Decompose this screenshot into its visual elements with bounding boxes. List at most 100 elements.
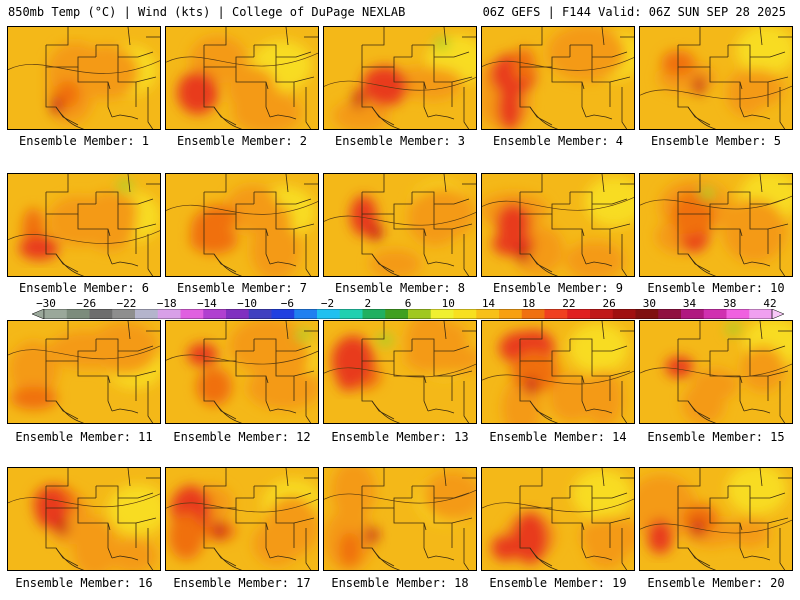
temperature-field xyxy=(166,321,319,424)
colorbar-swatch xyxy=(226,309,249,319)
temperature-field xyxy=(8,321,161,424)
colorbar-swatch xyxy=(567,309,590,319)
colorbar-tick: −22 xyxy=(111,297,141,310)
colorbar-swatch xyxy=(522,309,545,319)
ensemble-member-map xyxy=(165,26,319,130)
temperature-field xyxy=(482,468,635,571)
ensemble-member-map xyxy=(7,320,161,424)
ensemble-member-map xyxy=(639,173,793,277)
temperature-field xyxy=(482,321,635,424)
temperature-field xyxy=(324,27,477,130)
colorbar-tick: 38 xyxy=(715,297,745,310)
colorbar-low-arrow xyxy=(32,309,44,319)
ensemble-member-label: Ensemble Member: 10 xyxy=(637,281,795,295)
ensemble-member-label: Ensemble Member: 17 xyxy=(163,576,321,590)
colorbar-swatch xyxy=(90,309,113,319)
colorbar-swatch xyxy=(658,309,681,319)
colorbar-swatch xyxy=(112,309,135,319)
ensemble-member-label: Ensemble Member: 1 xyxy=(5,134,163,148)
colorbar-tick: 10 xyxy=(433,297,463,310)
ensemble-member-map xyxy=(7,26,161,130)
colorbar-swatch xyxy=(158,309,181,319)
colorbar-swatch xyxy=(44,309,67,319)
ensemble-member-map xyxy=(323,467,477,571)
ensemble-member-label: Ensemble Member: 6 xyxy=(5,281,163,295)
ensemble-member-map xyxy=(7,173,161,277)
ensemble-member-map xyxy=(323,320,477,424)
ensemble-member-map xyxy=(481,26,635,130)
temperature-field xyxy=(166,27,319,130)
temperature-field xyxy=(482,27,635,130)
ensemble-member-map xyxy=(7,467,161,571)
colorbar-swatch xyxy=(340,309,363,319)
temperature-field xyxy=(324,321,477,424)
ensemble-member-label: Ensemble Member: 5 xyxy=(637,134,795,148)
colorbar-swatch xyxy=(431,309,454,319)
map-title: 850mb Temp (°C) | Wind (kts) | College o… xyxy=(8,5,405,19)
ensemble-member-label: Ensemble Member: 9 xyxy=(479,281,637,295)
temperature-field xyxy=(8,174,161,277)
colorbar-high-arrow xyxy=(772,309,784,319)
colorbar-tick: −14 xyxy=(192,297,222,310)
colorbar-tick: 2 xyxy=(353,297,383,310)
colorbar-tick: 30 xyxy=(634,297,664,310)
ensemble-member-map xyxy=(639,26,793,130)
temperature-field xyxy=(8,468,161,571)
colorbar-swatch xyxy=(249,309,272,319)
ensemble-member-label: Ensemble Member: 14 xyxy=(479,430,637,444)
colorbar-swatch xyxy=(294,309,317,319)
colorbar-swatch xyxy=(499,309,522,319)
colorbar-tick: −2 xyxy=(313,297,343,310)
colorbar-swatch xyxy=(317,309,340,319)
colorbar-swatch xyxy=(727,309,750,319)
colorbar-tick: −10 xyxy=(232,297,262,310)
colorbar-swatch xyxy=(385,309,408,319)
temperature-field xyxy=(640,27,793,130)
colorbar-tick: −30 xyxy=(31,297,61,310)
colorbar-swatch xyxy=(636,309,659,319)
colorbar-swatch xyxy=(181,309,204,319)
colorbar-swatch xyxy=(454,309,477,319)
ensemble-member-label: Ensemble Member: 13 xyxy=(321,430,479,444)
temperature-field xyxy=(640,174,793,277)
ensemble-member-map xyxy=(165,173,319,277)
colorbar-swatch xyxy=(590,309,613,319)
colorbar-swatch xyxy=(613,309,636,319)
temperature-field xyxy=(640,321,793,424)
colorbar-tick: −18 xyxy=(152,297,182,310)
colorbar-tick: 22 xyxy=(554,297,584,310)
colorbar-tick: −26 xyxy=(71,297,101,310)
colorbar-tick: −6 xyxy=(272,297,302,310)
temperature-field xyxy=(166,174,319,277)
colorbar-swatch xyxy=(67,309,90,319)
ensemble-member-label: Ensemble Member: 18 xyxy=(321,576,479,590)
temperature-field xyxy=(166,468,319,571)
ensemble-member-label: Ensemble Member: 19 xyxy=(479,576,637,590)
ensemble-member-label: Ensemble Member: 12 xyxy=(163,430,321,444)
colorbar-swatch xyxy=(272,309,295,319)
colorbar-swatch xyxy=(704,309,727,319)
colorbar-swatch xyxy=(363,309,386,319)
ensemble-member-map xyxy=(639,467,793,571)
colorbar-swatch xyxy=(749,309,772,319)
colorbar-tick: 42 xyxy=(755,297,785,310)
colorbar-tick: 26 xyxy=(594,297,624,310)
ensemble-member-map xyxy=(481,467,635,571)
colorbar-tick: 6 xyxy=(393,297,423,310)
ensemble-member-map xyxy=(639,320,793,424)
ensemble-member-map xyxy=(481,173,635,277)
temperature-field xyxy=(324,468,477,571)
ensemble-member-label: Ensemble Member: 3 xyxy=(321,134,479,148)
ensemble-member-label: Ensemble Member: 2 xyxy=(163,134,321,148)
ensemble-member-map xyxy=(165,320,319,424)
ensemble-member-label: Ensemble Member: 4 xyxy=(479,134,637,148)
temperature-field xyxy=(640,468,793,571)
ensemble-member-label: Ensemble Member: 8 xyxy=(321,281,479,295)
ensemble-member-map xyxy=(165,467,319,571)
colorbar-tick: 14 xyxy=(473,297,503,310)
run-valid-time: 06Z GEFS | F144 Valid: 06Z SUN SEP 28 20… xyxy=(483,5,786,19)
ensemble-member-label: Ensemble Member: 20 xyxy=(637,576,795,590)
temperature-field xyxy=(8,27,161,130)
ensemble-member-label: Ensemble Member: 11 xyxy=(5,430,163,444)
colorbar-swatch xyxy=(408,309,431,319)
